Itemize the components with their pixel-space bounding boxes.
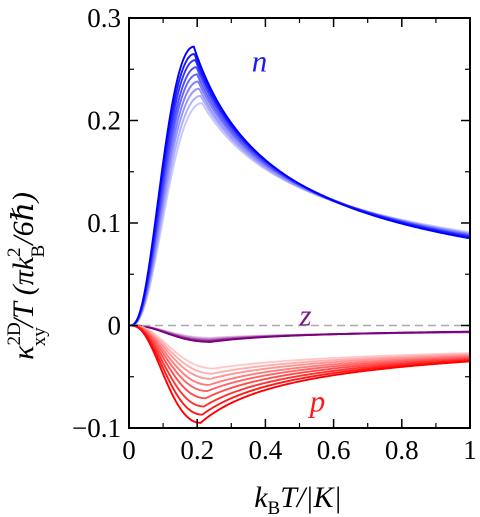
- series-label-p: p: [308, 384, 326, 419]
- series-p-line: [129, 324, 471, 408]
- x-tick-label: 0.8: [385, 435, 419, 465]
- series-p-line: [129, 324, 471, 400]
- y-tick-label: 0: [108, 311, 122, 341]
- series-p-line: [129, 324, 471, 416]
- ticks: [128, 17, 471, 429]
- series-label-z: z: [299, 298, 312, 333]
- series-n-line: [128, 45, 471, 327]
- series-z-line: [129, 324, 471, 343]
- x-tick-label: 0.2: [180, 435, 214, 465]
- y-axis-label: κ2D xy/T (πk2 B/6ℏ): [4, 192, 50, 360]
- series-p-line: [129, 324, 471, 370]
- x-tick-label: 0.6: [317, 435, 351, 465]
- series-n-line: [128, 102, 471, 327]
- y-tick-label: 0.3: [87, 3, 121, 33]
- series-p-line: [129, 324, 471, 380]
- y-tick-label: 0.1: [87, 208, 121, 238]
- y-tick-label: −0.1: [72, 413, 121, 443]
- x-tick-label: 1: [463, 435, 477, 465]
- series-n-line: [128, 87, 471, 327]
- x-tick-label: 0.4: [249, 435, 283, 465]
- series-labels: n z p: [252, 43, 325, 418]
- series-p-line: [129, 324, 471, 424]
- series-p-line: [129, 324, 471, 375]
- series-p-line: [129, 324, 471, 386]
- series-label-n: n: [252, 43, 268, 78]
- y-tick-label: 0.2: [87, 106, 121, 136]
- series-n-line: [128, 94, 471, 327]
- series-p-line: [129, 324, 471, 393]
- x-axis-label: kBT/|K|: [254, 481, 342, 517]
- curves: [128, 45, 471, 424]
- tick-labels: 0 0.2 0.4 0.6 0.8 1−0.100.10.20.3: [72, 3, 477, 465]
- x-tick-label: 0: [122, 435, 136, 465]
